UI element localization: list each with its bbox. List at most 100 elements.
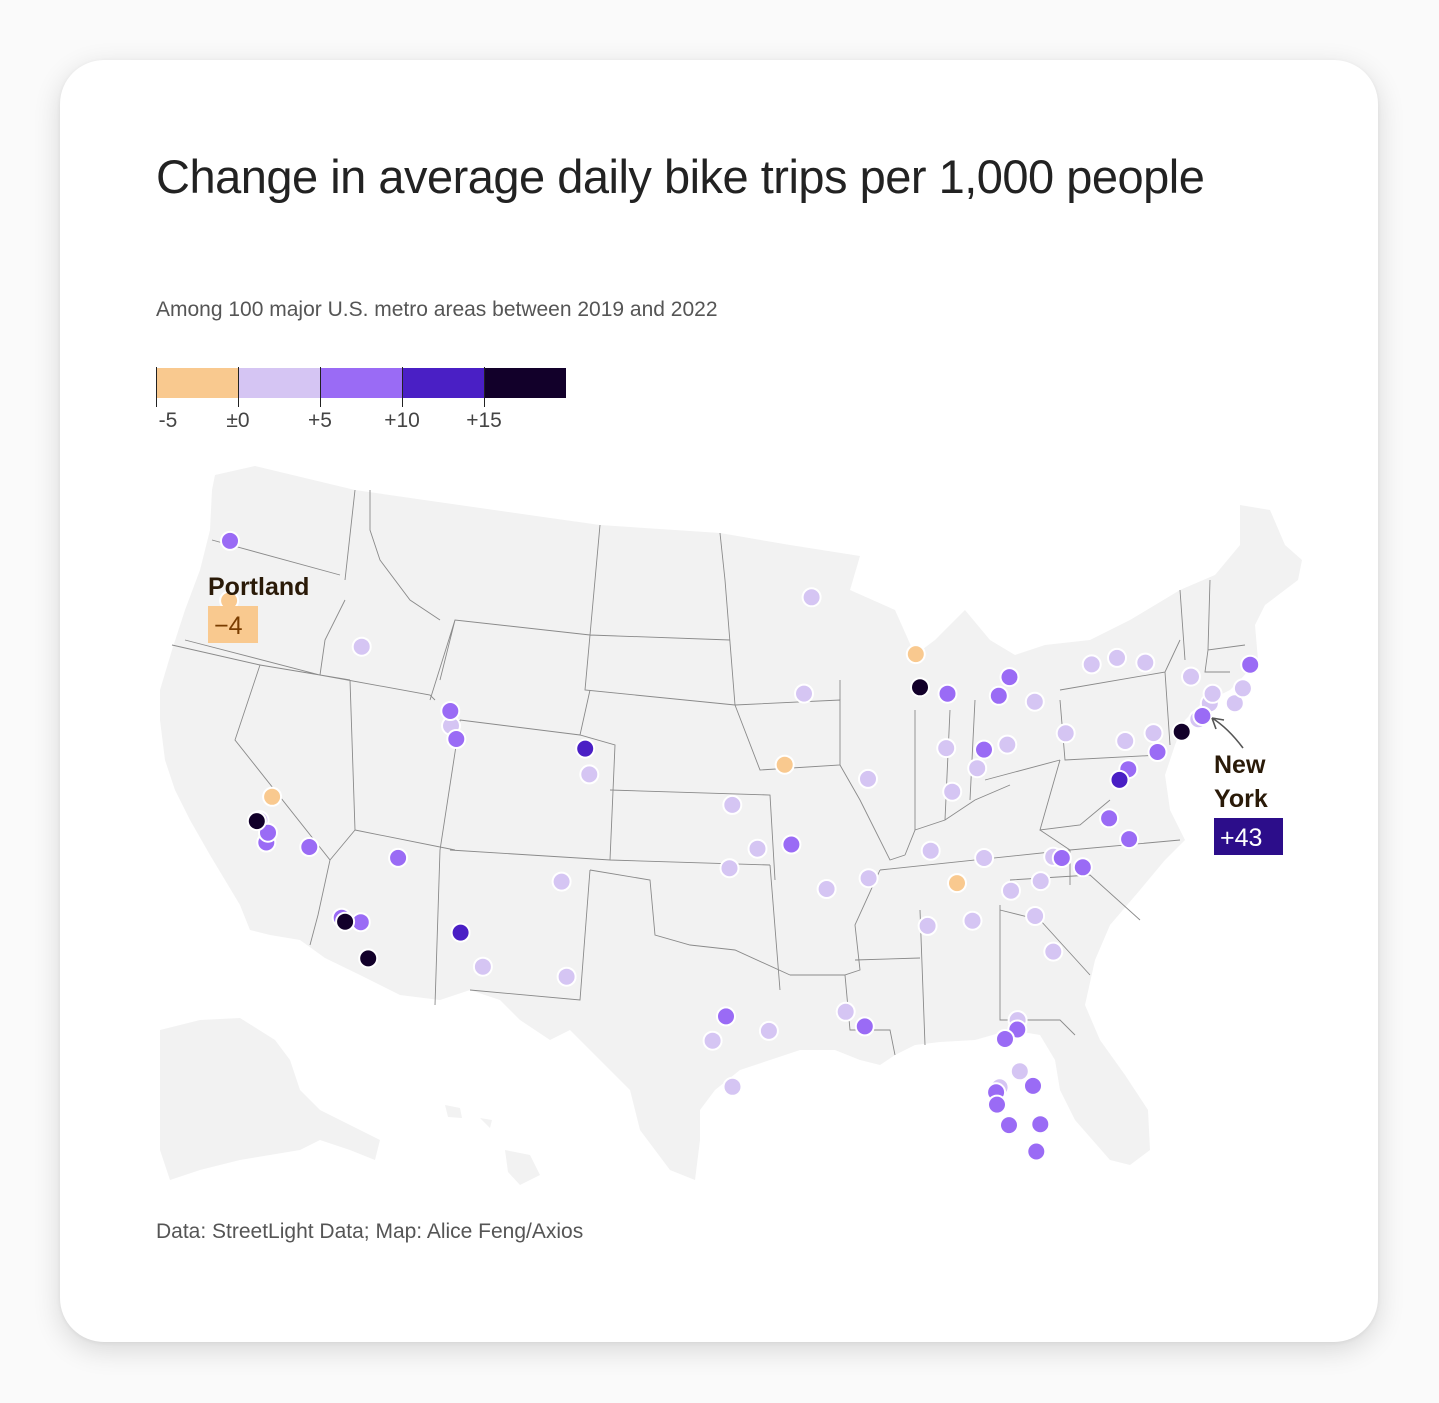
- metro-dot-slight: [920, 840, 941, 861]
- legend-tick: [484, 367, 485, 407]
- metro-dot-moderate: [388, 847, 409, 868]
- metro-dot-slight: [1181, 666, 1201, 687]
- metro-dot-slight: [801, 587, 822, 608]
- metro-dot-slight: [1055, 723, 1076, 744]
- metro-dot-moderate: [1026, 1141, 1047, 1162]
- metro-dot-slight: [1115, 731, 1136, 751]
- metro-dot-moderate: [1051, 848, 1072, 868]
- metro-dot-moderate: [995, 1029, 1015, 1049]
- metro-dot-moderate: [446, 729, 467, 749]
- state-borders: [171, 489, 1246, 1056]
- metro-dot-slight: [936, 738, 957, 759]
- metro-dot-slight: [1135, 652, 1156, 673]
- metro-dot-slight: [917, 915, 938, 936]
- state-border: [171, 489, 1246, 1056]
- metro-dot-moderate: [974, 739, 994, 760]
- legend-swatch-slight: [238, 368, 320, 398]
- chart-subtitle: Among 100 major U.S. metro areas between…: [156, 298, 718, 321]
- legend-tick: [320, 367, 321, 407]
- metro-dot-moderate: [1099, 808, 1120, 829]
- metro-dot-highest: [358, 948, 379, 969]
- newyork-label-line2: York: [1214, 785, 1268, 813]
- metro-dot-moderate: [440, 701, 461, 721]
- contiguous-us-land: [160, 466, 1302, 1180]
- metro-dot-moderate: [987, 1094, 1007, 1115]
- alaska-land: [160, 1018, 380, 1180]
- metro-dot-moderate: [716, 1006, 736, 1027]
- legend-tick: [156, 367, 157, 407]
- metro-dot-slight: [722, 1076, 743, 1097]
- metro-dot-slight: [472, 956, 493, 977]
- metro-dot-moderate: [781, 834, 802, 855]
- newyork-arrow: [1211, 717, 1244, 749]
- metro-dot-slight: [858, 768, 878, 789]
- metro-dot-highest: [335, 911, 356, 932]
- metro-dot-slight: [1001, 880, 1021, 901]
- newyork-value: +43: [1220, 824, 1262, 852]
- chart-title: Change in average daily bike trips per 1…: [156, 150, 1205, 203]
- metro-dot-slight: [1143, 723, 1164, 744]
- legend-tick-label: -5: [158, 409, 178, 432]
- metro-dot-slight: [747, 838, 768, 859]
- metro-dot-moderate: [299, 837, 320, 857]
- metro-dot-highest: [1171, 721, 1192, 742]
- metro-dot-slight: [1009, 1061, 1030, 1082]
- portland-value-box: [208, 606, 258, 643]
- hawaii-land: [445, 1105, 540, 1185]
- metro-dot-moderate: [220, 530, 240, 551]
- legend-tick-label: ±0: [226, 409, 250, 432]
- metro-dot-moderate: [988, 685, 1009, 706]
- metro-dot-moderate: [1119, 829, 1140, 850]
- metro-dot-slight: [1232, 678, 1253, 699]
- metro-dot-slight: [719, 858, 740, 879]
- metro-dot-slight: [1030, 871, 1051, 892]
- metro-dot-slight: [1025, 906, 1046, 926]
- metro-dot-slight: [351, 636, 372, 657]
- color-legend: -5 ±0 +5 +10 +15: [156, 367, 576, 437]
- metro-dot-slight: [858, 868, 879, 889]
- land: [160, 466, 1302, 1185]
- metro-dot-moderate: [999, 1115, 1019, 1136]
- metro-dot-slight: [1043, 941, 1064, 962]
- metro-dot-slight: [974, 848, 995, 868]
- metro-dot-slight: [942, 781, 963, 802]
- metro-dot-decline: [947, 873, 967, 894]
- metro-dot-moderate: [1240, 654, 1261, 675]
- metro-dot-slight: [722, 794, 743, 815]
- newyork-value-box: [1214, 818, 1283, 855]
- legend-swatch-decline: [156, 368, 238, 398]
- metro-dot-moderate: [999, 667, 1020, 688]
- metro-dot-moderate: [1072, 857, 1093, 878]
- metro-dot-slight: [1202, 683, 1223, 704]
- metro-dot-moderate: [1023, 1075, 1043, 1096]
- portland-value: −4: [214, 612, 243, 640]
- metro-dot-slight: [702, 1030, 723, 1051]
- portland-label: Portland: [208, 573, 309, 601]
- newyork-label-line1: New: [1214, 751, 1266, 779]
- metro-dot-slight: [551, 871, 572, 892]
- metro-dot-moderate: [1192, 706, 1213, 726]
- legend-swatch-moderate: [320, 368, 402, 398]
- metro-dot-slight: [1224, 693, 1245, 714]
- legend-swatch-high: [402, 368, 484, 398]
- metro-dot-decline: [262, 786, 283, 807]
- legend-tick: [238, 367, 239, 407]
- metro-dot-moderate: [1030, 1114, 1051, 1135]
- metro-dot-highest: [910, 677, 930, 698]
- legend-tick-label: +10: [384, 409, 420, 432]
- metro-dot-moderate: [854, 1016, 875, 1037]
- metro-dot-moderate: [937, 683, 958, 704]
- legend-tick-label: +5: [308, 409, 332, 432]
- source-note: Data: StreetLight Data; Map: Alice Feng/…: [156, 1220, 584, 1243]
- metro-dot-high: [1109, 769, 1130, 790]
- metro-dot-decline: [905, 644, 926, 665]
- metro-dot-slight: [967, 758, 988, 779]
- metro-dot-slight: [1107, 647, 1127, 668]
- metro-dots: [219, 530, 1261, 1162]
- metro-dot-slight: [556, 966, 577, 987]
- legend-swatch-highest: [484, 368, 566, 398]
- metro-dot-moderate: [1147, 742, 1168, 762]
- metro-dot-slight: [579, 764, 600, 785]
- metro-dot-slight: [816, 879, 837, 899]
